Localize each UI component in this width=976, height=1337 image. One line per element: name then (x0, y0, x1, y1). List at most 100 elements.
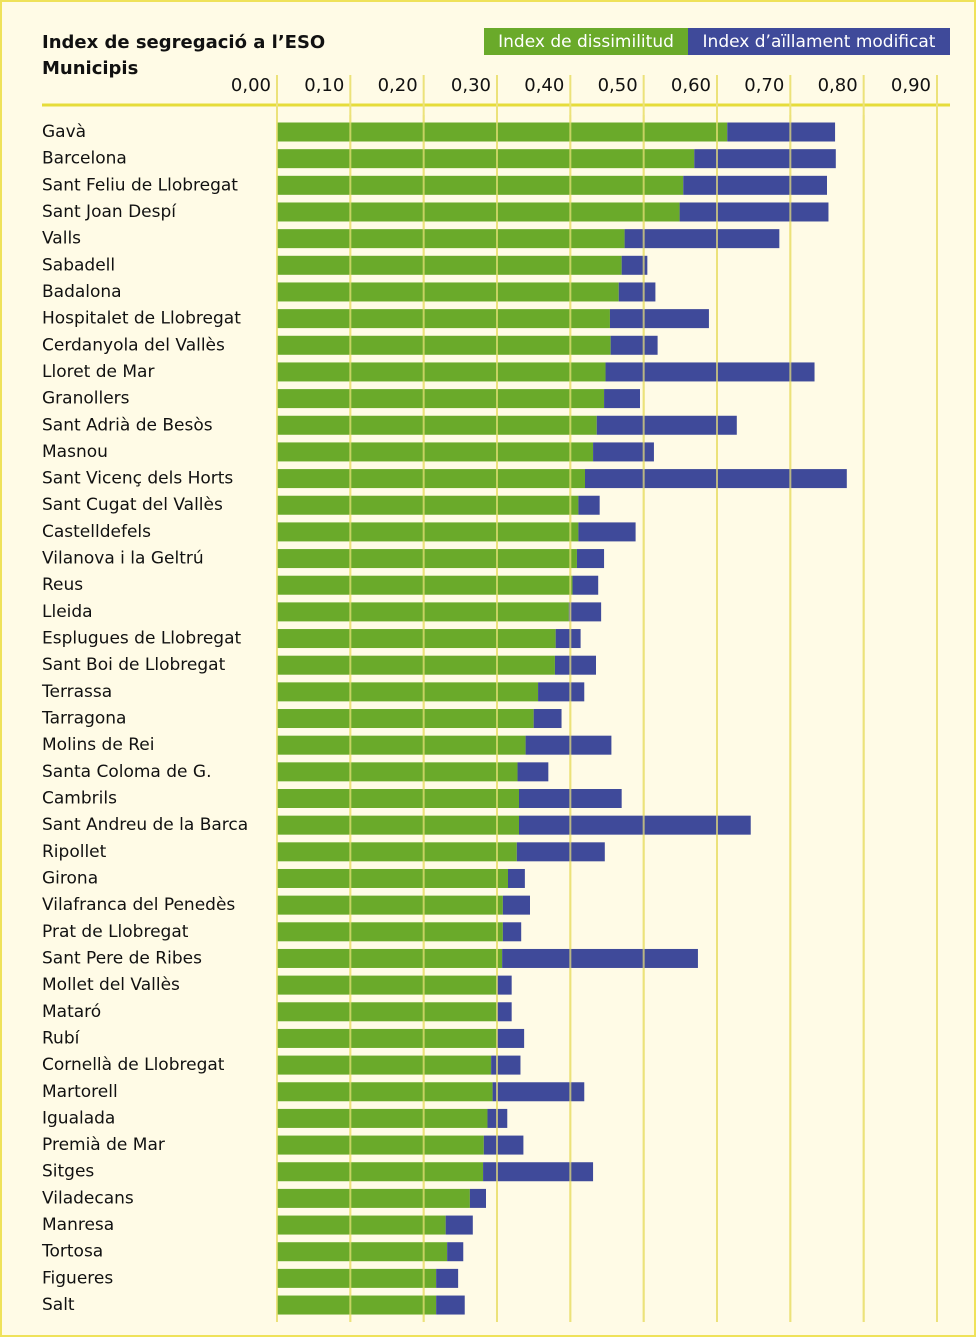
bar-segment (277, 575, 573, 595)
y-tick-label: Sabadell (42, 255, 115, 275)
bar-segment (277, 469, 585, 489)
bar-segment (277, 362, 606, 382)
legend-swatch (484, 28, 688, 55)
y-tick-label: Rubí (42, 1028, 81, 1048)
bar-segment (538, 682, 585, 702)
bar-segment (277, 495, 579, 515)
bar-segment (277, 175, 684, 195)
bar-segment (576, 549, 605, 569)
y-tick-label: Figueres (42, 1268, 113, 1288)
y-tick-label: Viladecans (42, 1188, 134, 1208)
y-tick-label: Barcelona (42, 149, 127, 169)
chart-title: Index de segregació a l’ESO (42, 32, 325, 53)
x-tick-label: 0,30 (451, 75, 491, 96)
bar-segment (679, 202, 829, 222)
bar-segment (277, 762, 518, 782)
y-tick-label: Lleida (42, 602, 93, 622)
bar-segment (277, 815, 519, 835)
bar-segment (492, 1082, 585, 1102)
bar-segment (277, 1242, 448, 1262)
bar-segment (277, 842, 517, 862)
bar-segment (277, 335, 611, 355)
bar-segment (277, 1162, 484, 1182)
bar-segment (517, 762, 549, 782)
x-tick-label: 0,00 (231, 75, 271, 96)
bar-segment (497, 1002, 512, 1022)
bar-segment (621, 255, 648, 275)
y-tick-label: Vilafranca del Penedès (42, 895, 235, 915)
bar-segment (436, 1268, 459, 1288)
bar-segment (502, 895, 530, 915)
bar-segment (605, 362, 815, 382)
bar-segment (277, 629, 556, 649)
bar-segment (519, 815, 751, 835)
bar-segment (533, 709, 562, 729)
bar-segment (694, 149, 836, 169)
y-tick-label: Masnou (42, 442, 108, 462)
y-tick-label: Castelldefels (42, 522, 151, 542)
bar-segment (277, 415, 597, 435)
bar-segment (277, 922, 503, 942)
y-tick-label: Sant Joan Despí (42, 202, 177, 222)
bar-segment (277, 1268, 437, 1288)
bar-segment (585, 469, 847, 489)
bar-segment (277, 1002, 497, 1022)
y-tick-label: Premià de Mar (42, 1135, 165, 1155)
y-tick-label: Reus (42, 575, 83, 595)
y-tick-label: Valls (42, 229, 81, 249)
y-tick-label: Badalona (42, 282, 122, 302)
y-tick-label: Manresa (42, 1215, 114, 1235)
y-tick-label: Esplugues de Llobregat (42, 629, 241, 649)
bar-segment (277, 1135, 484, 1155)
bar-segment (483, 1135, 524, 1155)
bar-segment (508, 868, 525, 888)
bar-segment (277, 549, 577, 569)
chart-subtitle: Municipis (42, 58, 138, 79)
bar-segment (609, 309, 709, 329)
bar-segment (277, 522, 579, 542)
bar-segment (277, 868, 508, 888)
bar-segment (277, 282, 619, 302)
x-tick-label: 0,60 (671, 75, 711, 96)
bar-segment (502, 922, 522, 942)
bar-segment (277, 229, 625, 249)
bar-segment (624, 229, 780, 249)
y-tick-label: Sant Pere de Ribes (42, 948, 202, 968)
y-tick-label: Lloret de Mar (42, 362, 154, 382)
bar-segment (593, 442, 654, 462)
bar-segment (618, 282, 656, 302)
legend-label: Index de dissimilitud (498, 32, 674, 52)
y-tick-label: Terrassa (41, 682, 112, 702)
bar-segment (277, 789, 519, 808)
bar-segment (277, 389, 605, 409)
bar-segment (572, 575, 599, 595)
y-tick-label: Sant Adrià de Besòs (42, 415, 213, 435)
bar-segment (277, 1082, 493, 1102)
y-tick-label: Cambrils (42, 789, 117, 809)
y-tick-label: Girona (42, 868, 98, 888)
bar-segment (727, 122, 836, 142)
bar-segment (277, 948, 503, 968)
y-tick-label: Mataró (42, 1002, 101, 1022)
bar-segment (497, 1028, 525, 1048)
bar-segment (554, 655, 596, 675)
bar-segment (277, 709, 534, 729)
y-tick-label: Tortosa (41, 1242, 103, 1262)
y-tick-label: Tarragona (41, 709, 126, 729)
bar-segment (277, 975, 497, 995)
bar-segment (516, 842, 605, 862)
x-tick-label: 0,90 (891, 75, 931, 96)
bar-segment (568, 602, 602, 622)
bar-segment (277, 442, 594, 462)
x-tick-label: 0,50 (598, 75, 638, 96)
bar-segment (578, 522, 636, 542)
y-tick-label: Sant Andreu de la Barca (42, 815, 248, 835)
bar-segment (277, 735, 526, 755)
bar-segment (277, 202, 680, 222)
legend-swatch (688, 28, 950, 55)
y-tick-label: Sant Boi de Llobregat (42, 655, 226, 675)
bar-segment (447, 1242, 464, 1262)
y-tick-label: Gavà (42, 122, 86, 142)
